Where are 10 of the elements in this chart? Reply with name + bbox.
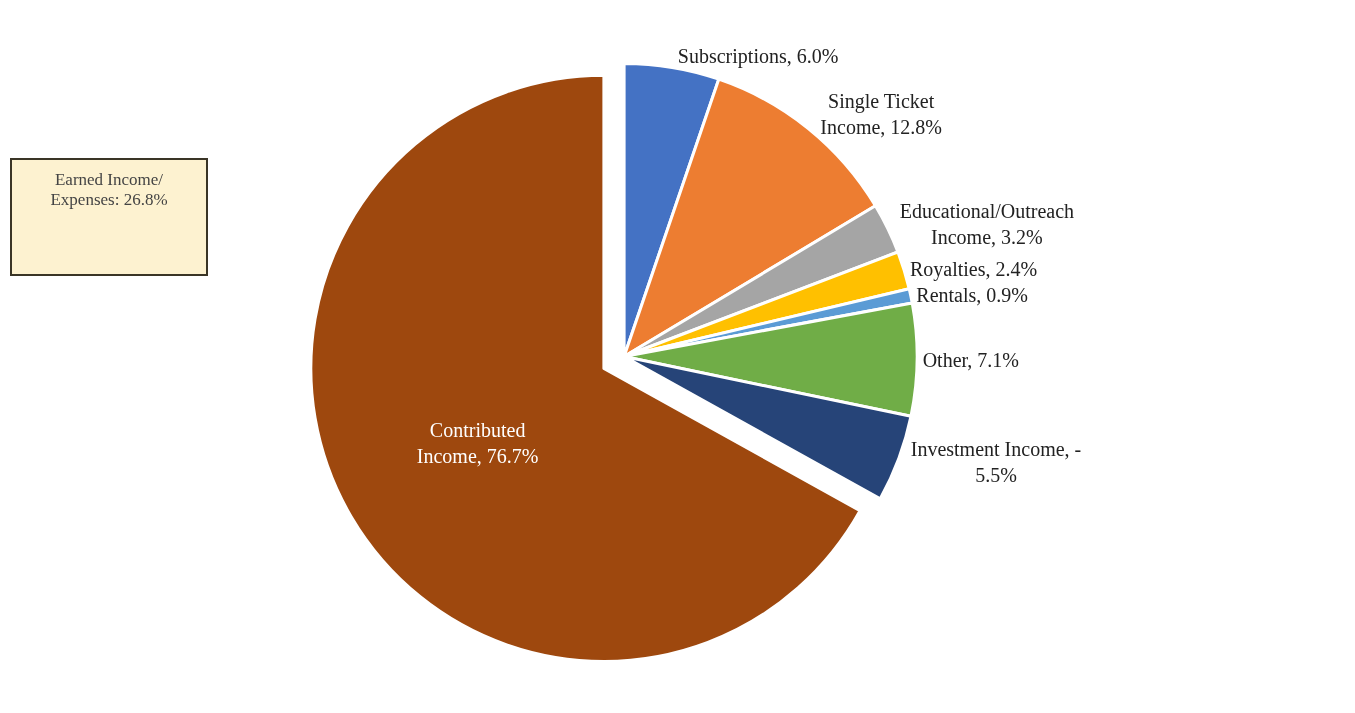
slice-label: Single Ticket Income, 12.8%	[820, 90, 942, 139]
slice-label: Rentals, 0.9%	[916, 284, 1028, 307]
text: Earned Income/ Expenses: 26.8%	[10, 158, 208, 276]
slice-label: Contributed Income, 76.7%	[416, 418, 539, 467]
slice-label: Other, 7.1%	[922, 348, 1020, 371]
data-label: 5.5%	[975, 463, 1017, 486]
slice-label: Educational/Outreach Income, 3.2%	[899, 199, 1075, 248]
slice-label: Subscriptions, 6.0%	[677, 44, 839, 68]
slice-label: Royalties, 2.4%	[909, 257, 1038, 281]
slice-label: Investment Income, -	[910, 437, 1082, 460]
